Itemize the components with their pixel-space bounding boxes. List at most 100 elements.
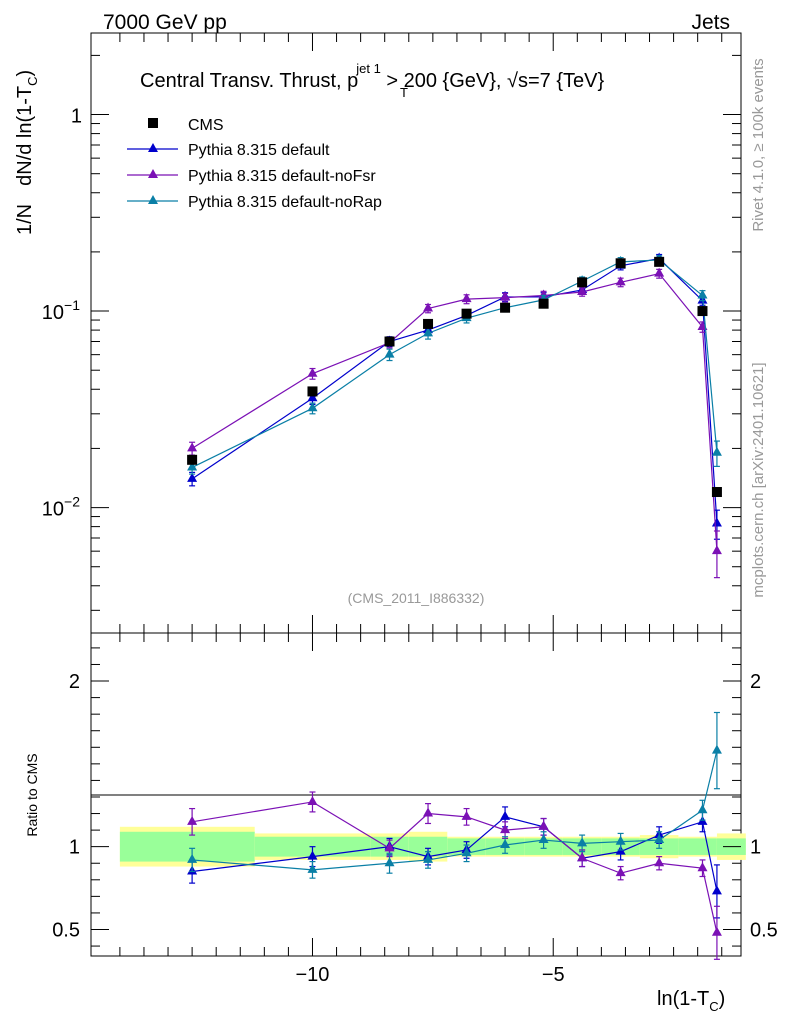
- ratio-series-point: [461, 810, 472, 820]
- x-tick-label: −10: [296, 964, 330, 986]
- cms-point: [500, 302, 511, 313]
- main-series-point: [654, 267, 665, 277]
- main-series-point: [500, 291, 511, 301]
- ratio-series-point: [500, 810, 511, 820]
- main-ylabel-sub: C: [25, 76, 40, 85]
- analysis-tag: (CMS_2011_I886332): [348, 590, 485, 606]
- main-series-point: [711, 517, 722, 527]
- ratio-axis-ticks: 0.5 0.5 1 1 2 2 −10 −5: [52, 633, 778, 986]
- band-inner: [408, 836, 448, 857]
- main-series-point: [423, 302, 434, 312]
- cms-point: [711, 487, 722, 498]
- title-suffix: > 200 {GeV}, √s=7 {TeV}: [381, 70, 605, 92]
- legend-norap-label: Pythia 8.315 default-noRap: [188, 194, 382, 211]
- xlabel-part-c: ): [719, 988, 726, 1010]
- cms-point: [538, 298, 549, 309]
- ratio-series-point: [423, 853, 434, 863]
- ratio-series-point: [500, 839, 511, 849]
- main-series-point: [307, 367, 318, 377]
- main-ylabel-part-c: ): [14, 70, 36, 77]
- band-inner: [119, 831, 255, 862]
- cms-point: [577, 277, 588, 288]
- legend: CMS Pythia 8.315 default Pythia 8.315 de…: [127, 117, 382, 211]
- title-prefix: Central Transv. Thrust, p: [140, 70, 358, 92]
- ratio-series-point: [654, 857, 665, 867]
- main-series-point: [187, 461, 198, 471]
- side-label-rivet: Rivet 4.1.0, ≥ 100k events: [750, 58, 767, 231]
- ratio-series-line: [192, 750, 718, 871]
- ratio-series-point: [307, 863, 318, 873]
- main-series-point: [384, 348, 395, 358]
- main-series-point: [187, 472, 198, 482]
- ratio-series-layer: [187, 711, 722, 960]
- main-ylabel: 1/N dN/d ln(1-TC): [14, 70, 40, 235]
- ratio-y-tick-label: 1: [69, 837, 80, 859]
- ratio-y-tick-label-right: 0.5: [750, 919, 778, 941]
- ratio-series-point: [711, 885, 722, 895]
- ratio-series-point: [615, 867, 626, 877]
- legend-nofsr-label: Pythia 8.315 default-noFsr: [188, 168, 376, 185]
- ratio-series-point: [423, 807, 434, 817]
- ratio-series-point: [711, 744, 722, 754]
- header-left: 7000 GeV pp: [103, 11, 227, 34]
- x-tick-label: −5: [542, 964, 565, 986]
- legend-cms-marker: [148, 118, 158, 128]
- ratio-series-point: [538, 834, 549, 844]
- ratio-uncertainty-bands: [119, 826, 746, 867]
- cms-point: [423, 318, 434, 329]
- ratio-series-point: [187, 815, 198, 825]
- ratio-series-point: [577, 837, 588, 847]
- cms-point: [187, 454, 198, 465]
- cms-point: [461, 308, 472, 319]
- main-series-point: [423, 327, 434, 337]
- main-series-line: [191, 257, 718, 524]
- cms-point: [615, 258, 626, 269]
- xlabel-sub: C: [709, 999, 718, 1014]
- main-ylabel-part-a: 1/N: [14, 204, 36, 235]
- ratio-series-line: [192, 816, 718, 892]
- main-series-point: [307, 392, 318, 402]
- ratio-y-tick-label: 2: [69, 671, 80, 693]
- ratio-series-point: [384, 842, 395, 852]
- ratio-series-point: [307, 795, 318, 805]
- main-series-point: [615, 276, 626, 286]
- title-sub: T: [400, 85, 408, 100]
- main-series-point: [187, 442, 198, 452]
- main-series-point: [711, 545, 722, 555]
- side-label-mcplots: mcplots.cern.ch [arXiv:2401.10621]: [750, 362, 767, 597]
- ratio-series-point: [384, 857, 395, 867]
- ratio-series-point: [697, 862, 708, 872]
- plot-title: Central Transv. Thrust, pjet 1 > 200 {Ge…: [140, 61, 605, 92]
- header-right: Jets: [691, 11, 730, 34]
- cms-point: [384, 336, 395, 347]
- band-inner: [678, 838, 717, 855]
- ratio-y-tick-label-right: 2: [750, 671, 761, 693]
- y-tick-label: 1: [71, 106, 82, 128]
- legend-default-label: Pythia 8.315 default: [188, 142, 330, 159]
- main-series-line: [191, 259, 718, 468]
- y-tick-label: 10−2: [42, 494, 80, 521]
- main-series-point: [307, 402, 318, 412]
- ratio-series-point: [615, 835, 626, 845]
- main-ylabel-part-b: dN/d ln(1-T: [14, 86, 36, 186]
- ratio-series-point: [697, 804, 708, 814]
- ratio-y-tick-label: 0.5: [52, 919, 80, 941]
- cms-point: [654, 256, 665, 267]
- legend-cms-label: CMS: [188, 117, 224, 134]
- ratio-series-point: [307, 850, 318, 860]
- cms-point: [307, 386, 318, 397]
- main-series-point: [711, 446, 722, 456]
- main-ylabel-text: 1/N dN/d ln(1-TC): [14, 70, 40, 235]
- ratio-y-tick-label-right: 1: [750, 837, 761, 859]
- legend-norap-marker: [148, 195, 158, 204]
- main-series-point: [461, 293, 472, 303]
- ratio-series-line: [192, 801, 718, 933]
- cms-point: [697, 306, 708, 317]
- ratio-series-point: [711, 926, 722, 936]
- main-series-line: [191, 272, 718, 552]
- xlabel: ln(1-TC): [657, 988, 725, 1014]
- ratio-series-point: [500, 824, 511, 834]
- legend-default-marker: [148, 143, 158, 152]
- legend-nofsr-marker: [148, 169, 158, 178]
